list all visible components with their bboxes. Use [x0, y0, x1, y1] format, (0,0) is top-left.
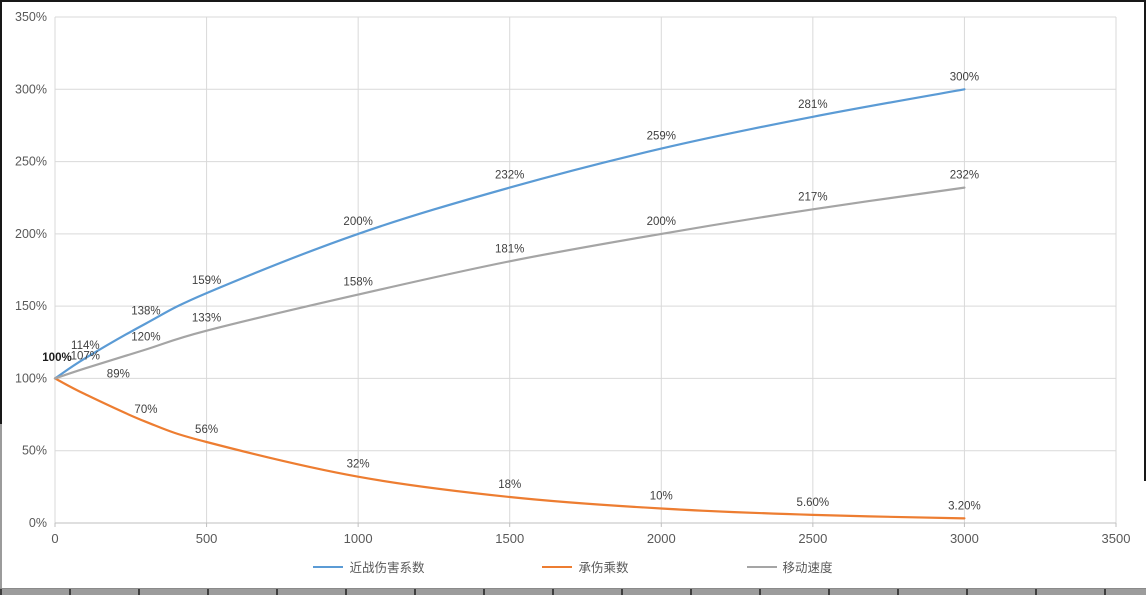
x-axis-tick-label: 2000	[647, 531, 676, 546]
data-label-damage-taken-multiplier: 3.20%	[948, 500, 981, 512]
cropped-spreadsheet-cells-strip	[0, 588, 1146, 595]
legend-label: 移动速度	[782, 561, 833, 575]
legend-item-movement-speed[interactable]: 移动速度	[746, 557, 833, 576]
data-label-movement-speed: 200%	[647, 216, 676, 228]
data-label-damage-taken-multiplier: 10%	[650, 491, 673, 503]
series-line-movement-speed[interactable]	[53, 186, 966, 380]
data-label-melee-damage-coefficient: 281%	[798, 99, 827, 111]
y-axis-tick-label: 50%	[22, 444, 47, 458]
data-label-melee-damage-coefficient: 138%	[131, 305, 160, 317]
y-axis-tick-label: 200%	[15, 227, 47, 241]
x-axis-tick-label: 3500	[1102, 531, 1131, 546]
y-axis-tick-label: 150%	[15, 299, 47, 313]
data-label-movement-speed: 133%	[192, 313, 221, 325]
data-label-movement-speed: 181%	[495, 243, 524, 255]
x-axis-tick-label: 1000	[344, 531, 373, 546]
y-axis-tick-label: 0%	[29, 516, 47, 530]
y-axis-tick-label: 100%	[15, 371, 47, 385]
data-label-melee-damage-coefficient: 159%	[192, 275, 221, 287]
cropped-window-left-edge	[0, 0, 2, 589]
chart-legend: 近战伤害系数 承伤乘数 移动速度	[0, 557, 1146, 576]
data-label-melee-damage-coefficient: 232%	[495, 170, 524, 182]
legend-line-swatch-gray	[746, 565, 777, 568]
data-label-damage-taken-multiplier: 56%	[195, 424, 218, 436]
data-label-damage-taken-multiplier: 89%	[107, 368, 130, 380]
origin-data-label: 100%	[42, 352, 71, 364]
legend-line-swatch-blue	[313, 565, 344, 568]
series-line-melee-damage-coefficient[interactable]	[53, 88, 966, 380]
data-label-melee-damage-coefficient: 259%	[647, 131, 676, 143]
cropped-window-top-edge	[0, 0, 1146, 2]
data-label-melee-damage-coefficient: 200%	[343, 216, 372, 228]
legend-label: 近战伤害系数	[349, 561, 425, 575]
x-axis-tick-label: 2500	[798, 531, 827, 546]
y-axis-tick-label: 250%	[15, 155, 47, 169]
data-label-damage-taken-multiplier: 32%	[347, 459, 370, 471]
data-label-melee-damage-coefficient: 114%	[71, 340, 100, 352]
legend-item-melee-damage-coefficient[interactable]: 近战伤害系数	[313, 557, 424, 576]
data-label-damage-taken-multiplier: 18%	[498, 479, 521, 491]
legend-line-swatch-orange	[542, 565, 573, 568]
data-label-movement-speed: 217%	[798, 191, 827, 203]
series-line-damage-taken-multiplier[interactable]	[53, 377, 966, 520]
y-axis-tick-label: 350%	[15, 10, 47, 24]
y-axis-tick-label: 300%	[15, 82, 47, 96]
data-label-damage-taken-multiplier: 70%	[134, 404, 157, 416]
legend-item-damage-taken-multiplier[interactable]: 承伤乘数	[542, 557, 629, 576]
legend-label: 承伤乘数	[578, 561, 629, 575]
x-axis-tick-label: 3000	[950, 531, 979, 546]
x-axis-tick-label: 1500	[495, 531, 524, 546]
cropped-window-right-edge	[1144, 0, 1146, 481]
data-label-movement-speed: 158%	[343, 277, 372, 289]
x-axis-tick-label: 0	[51, 531, 58, 546]
data-label-movement-speed: 120%	[131, 332, 160, 344]
data-label-melee-damage-coefficient: 300%	[950, 71, 979, 83]
x-axis-tick-label: 500	[196, 531, 218, 546]
data-label-movement-speed: 107%	[71, 350, 100, 362]
data-label-damage-taken-multiplier: 5.60%	[797, 497, 830, 509]
data-label-movement-speed: 232%	[950, 170, 979, 182]
